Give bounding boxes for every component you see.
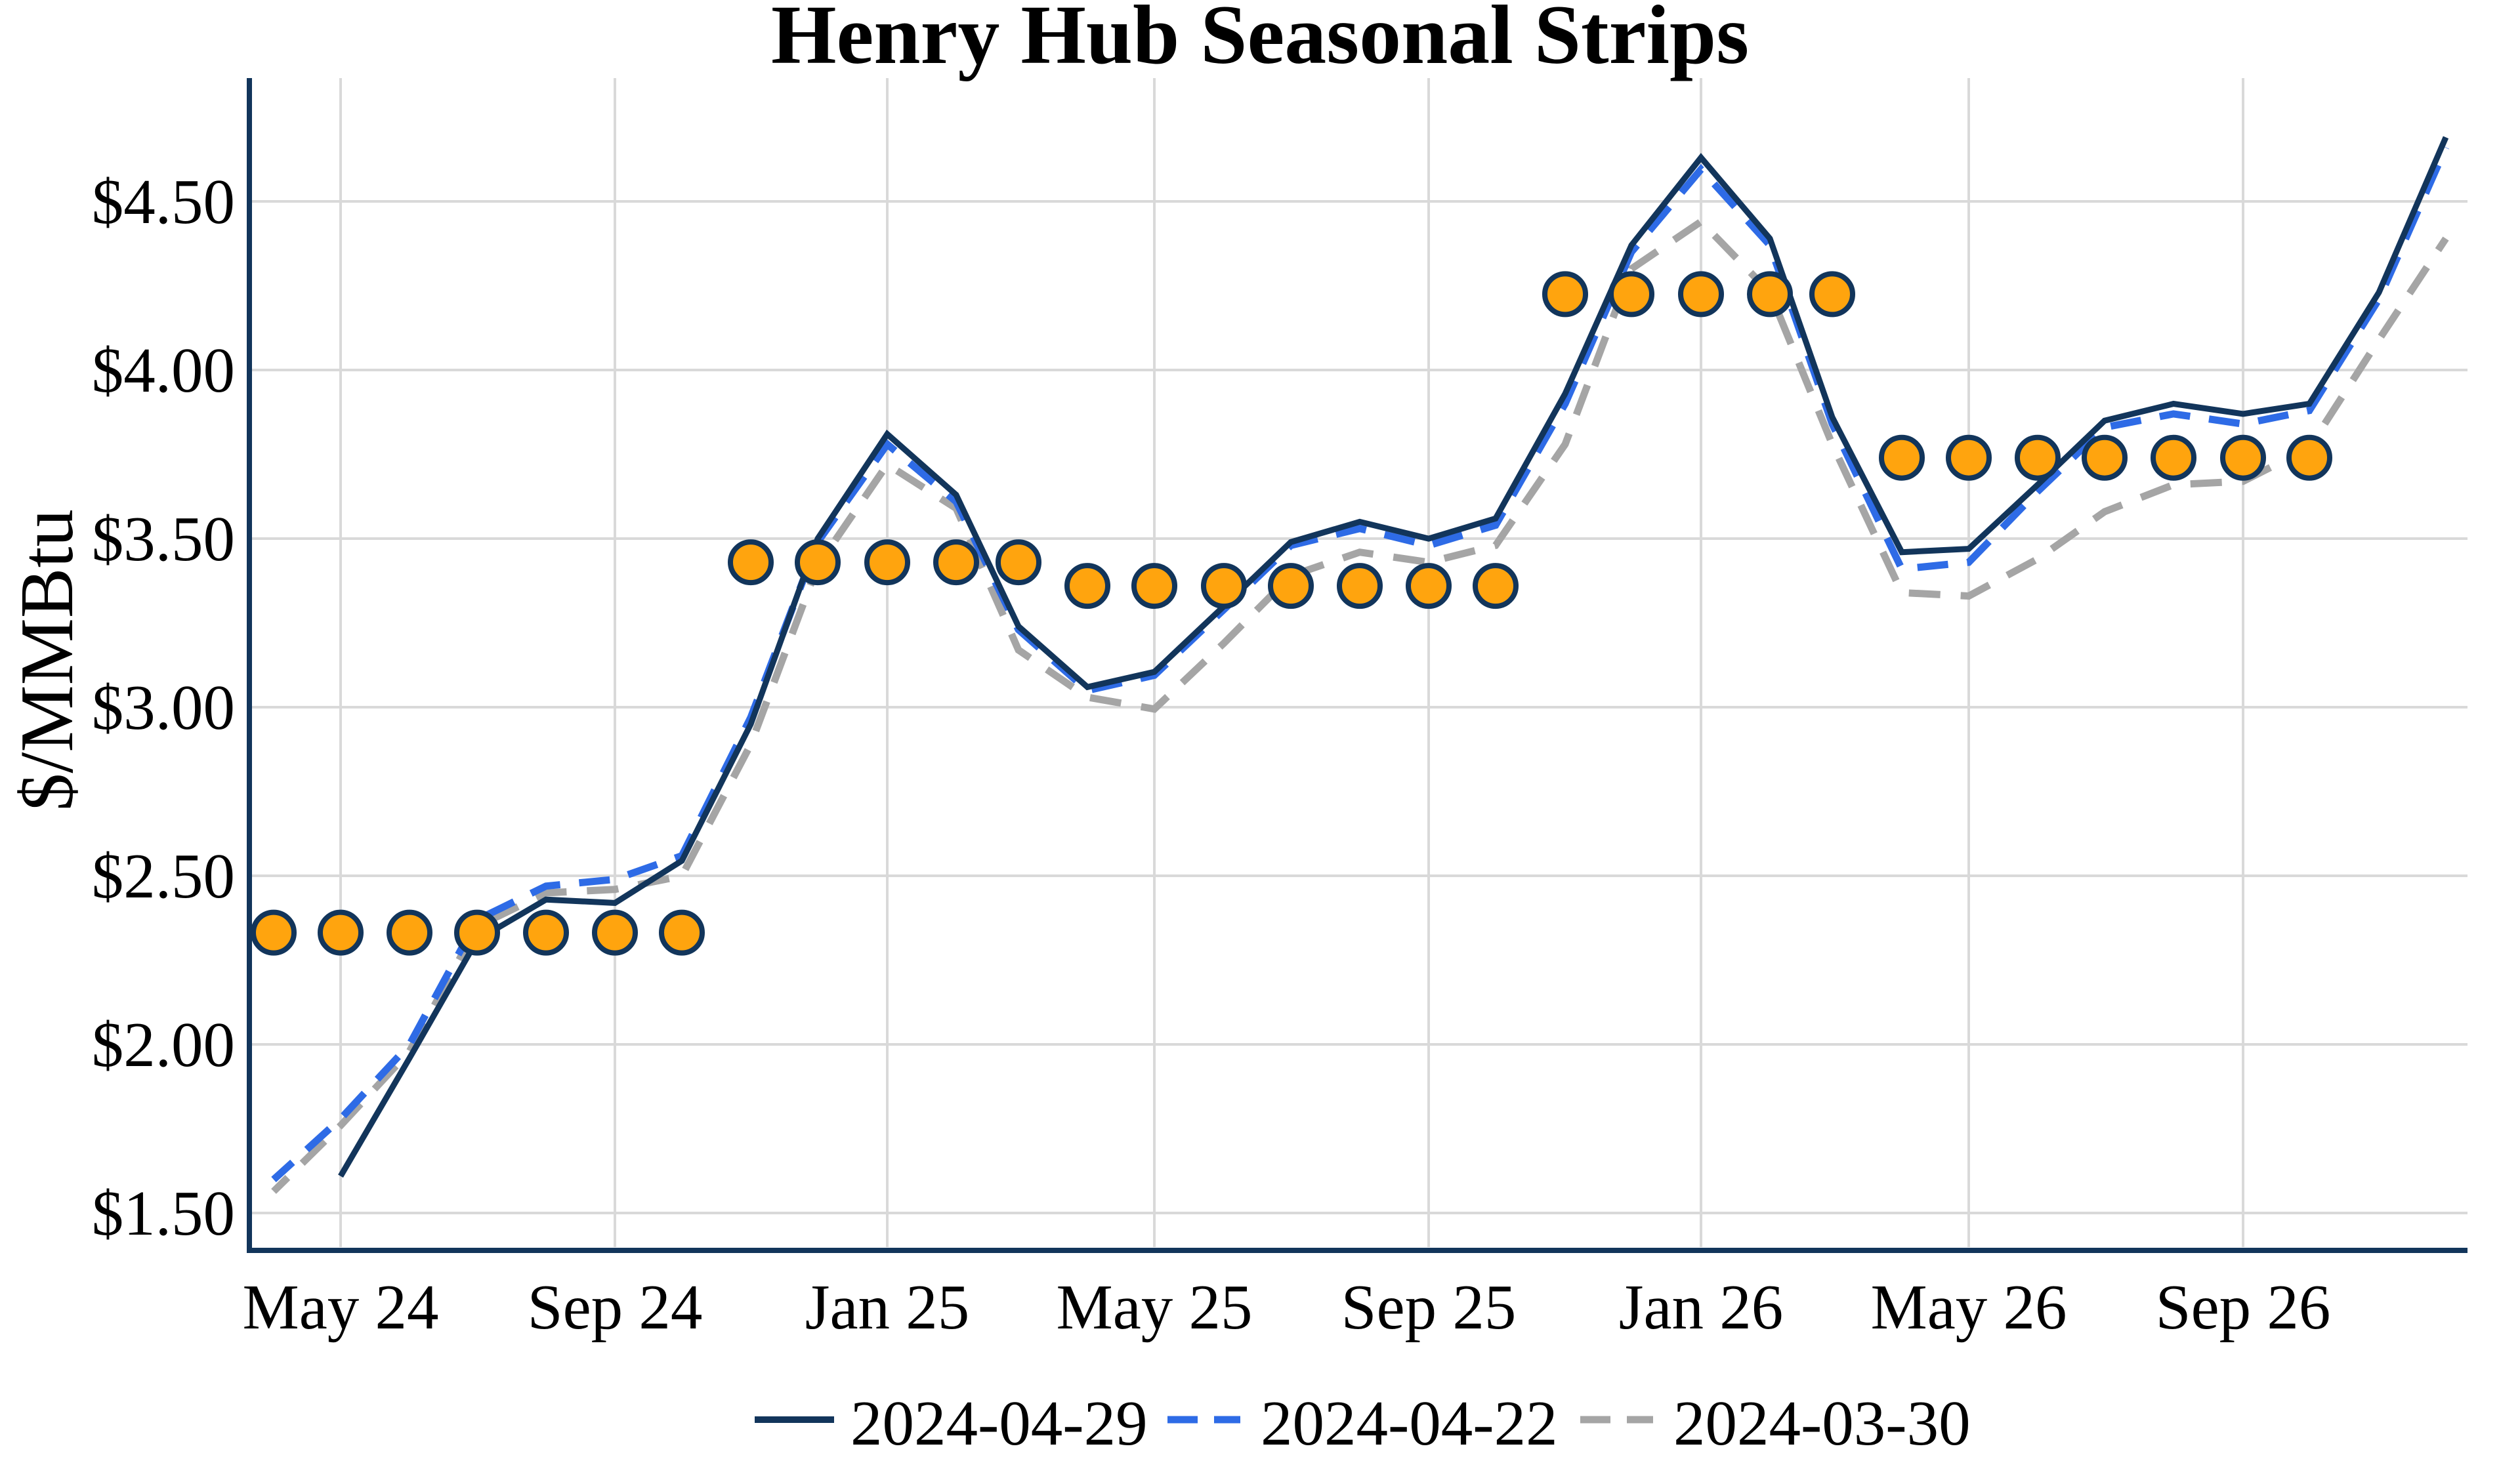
svg-text:2024-04-22: 2024-04-22 — [1261, 1388, 1558, 1458]
svg-text:$3.50: $3.50 — [92, 504, 235, 574]
svg-text:2024-04-29: 2024-04-29 — [850, 1388, 1148, 1458]
svg-text:Henry Hub Seasonal Strips: Henry Hub Seasonal Strips — [771, 0, 1749, 81]
svg-text:$2.00: $2.00 — [92, 1010, 235, 1080]
svg-text:$2.50: $2.50 — [92, 841, 235, 911]
svg-text:May 25: May 25 — [1056, 1272, 1252, 1342]
svg-text:$3.00: $3.00 — [92, 672, 235, 743]
svg-text:Jan 25: Jan 25 — [805, 1272, 970, 1342]
svg-text:$1.50: $1.50 — [92, 1178, 235, 1248]
svg-text:May 24: May 24 — [242, 1272, 438, 1342]
svg-text:Jan 26: Jan 26 — [1619, 1272, 1784, 1342]
svg-text:May 26: May 26 — [1870, 1272, 2067, 1342]
svg-text:2024-03-30: 2024-03-30 — [1673, 1388, 1971, 1458]
svg-text:$4.00: $4.00 — [92, 335, 235, 405]
svg-text:$4.50: $4.50 — [92, 167, 235, 237]
svg-text:Sep 24: Sep 24 — [528, 1272, 703, 1342]
svg-text:$/MMBtu: $/MMBtu — [5, 509, 89, 811]
svg-text:Sep 26: Sep 26 — [2156, 1272, 2331, 1342]
svg-text:Sep 25: Sep 25 — [1341, 1272, 1517, 1342]
